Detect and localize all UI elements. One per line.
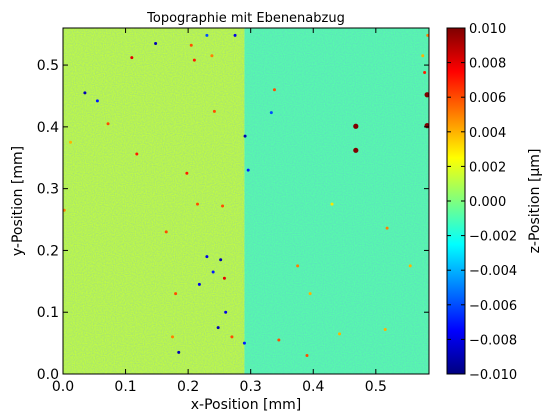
colorbar-tick-label: 0.008 xyxy=(469,57,506,72)
outlier-point-9 xyxy=(154,41,158,45)
outlier-point-21 xyxy=(272,88,276,92)
outlier-point-28 xyxy=(219,258,223,262)
x-tick-label: 0.5 xyxy=(365,379,387,395)
colorbar-tick-label: −0.010 xyxy=(469,368,517,383)
outlier-point-49 xyxy=(174,292,178,296)
outlier-point-33 xyxy=(230,335,234,339)
y-tick-label: 0.0 xyxy=(37,367,59,383)
x-tick-label: 0.4 xyxy=(302,379,324,395)
outlier-point-14 xyxy=(192,58,196,62)
outlier-point-48 xyxy=(170,335,174,339)
outlier-point-12 xyxy=(135,152,139,156)
colorbar-tick-label: 0.000 xyxy=(469,195,506,210)
outlier-point-26 xyxy=(205,255,209,259)
x-axis-label: x-Position [mm] xyxy=(191,397,302,413)
outlier-point-31 xyxy=(224,310,228,314)
outlier-point-16 xyxy=(205,33,209,37)
x-tick-label: 0.3 xyxy=(240,379,262,395)
outlier-point-38 xyxy=(277,338,281,342)
outlier-point-22 xyxy=(212,109,216,113)
colorbar-tick-label: −0.004 xyxy=(469,264,517,279)
outlier-point-1 xyxy=(353,147,359,153)
outlier-point-32 xyxy=(216,326,220,330)
outlier-point-17 xyxy=(243,134,247,138)
outlier-point-6 xyxy=(426,33,429,37)
colorbar-label: z-Position [µm] xyxy=(527,149,543,254)
outlier-point-11 xyxy=(106,122,110,126)
outlier-point-42 xyxy=(408,264,412,268)
outlier-point-13 xyxy=(189,43,193,47)
chart-title: Topographie mit Ebenenabzug xyxy=(146,11,345,26)
outlier-point-46 xyxy=(69,140,73,144)
y-tick-label: 0.2 xyxy=(37,243,59,259)
outlier-point-47 xyxy=(164,230,168,234)
y-tick-label: 0.3 xyxy=(37,182,59,198)
outlier-point-5 xyxy=(421,54,425,58)
colorbar-tick-label: 0.010 xyxy=(469,22,506,37)
outlier-point-0 xyxy=(353,123,359,129)
outlier-point-10 xyxy=(130,56,134,60)
outlier-point-4 xyxy=(423,70,427,74)
y-tick-label: 0.1 xyxy=(37,305,59,321)
outlier-point-15 xyxy=(210,54,214,58)
colorbar-tick-label: 0.002 xyxy=(469,160,506,175)
y-tick-label: 0.5 xyxy=(37,58,59,74)
outlier-point-36 xyxy=(296,264,300,268)
x-tick-label: 0.1 xyxy=(114,379,136,395)
outlier-point-37 xyxy=(308,292,312,296)
colorbar-tick-label: 0.006 xyxy=(469,91,506,106)
outlier-point-39 xyxy=(305,353,309,357)
outlier-point-2 xyxy=(424,92,429,98)
outlier-point-23 xyxy=(185,171,189,175)
outlier-point-18 xyxy=(246,168,250,172)
outlier-point-34 xyxy=(242,341,246,345)
colorbar-tick-label: −0.002 xyxy=(469,230,517,245)
outlier-point-29 xyxy=(222,276,226,280)
outlier-point-43 xyxy=(383,328,387,332)
outlier-point-40 xyxy=(338,332,342,336)
colorbar-tick-label: 0.004 xyxy=(469,126,506,141)
plot-frame xyxy=(62,27,430,375)
outlier-point-8 xyxy=(95,99,99,103)
outlier-point-25 xyxy=(221,204,225,208)
outlier-point-30 xyxy=(197,282,201,286)
outlier-point-7 xyxy=(83,91,87,95)
outlier-point-27 xyxy=(211,270,215,274)
heatmap-plot-area xyxy=(63,28,429,374)
noise-overlay xyxy=(63,28,429,374)
outlier-point-41 xyxy=(385,226,389,230)
outlier-point-24 xyxy=(196,202,200,206)
outlier-point-35 xyxy=(177,350,181,354)
y-axis-label: y-Position [mm] xyxy=(10,146,26,256)
outlier-point-45 xyxy=(63,208,66,212)
outlier-point-19 xyxy=(233,33,237,37)
outlier-point-44 xyxy=(330,202,334,206)
y-tick-label: 0.4 xyxy=(37,120,59,136)
colorbar-tick-label: −0.006 xyxy=(469,299,517,314)
x-tick-label: 0.2 xyxy=(177,379,199,395)
colorbar-tick-label: −0.008 xyxy=(469,333,517,348)
x-tick-label: 0.0 xyxy=(52,379,74,395)
outlier-point-20 xyxy=(269,111,273,115)
